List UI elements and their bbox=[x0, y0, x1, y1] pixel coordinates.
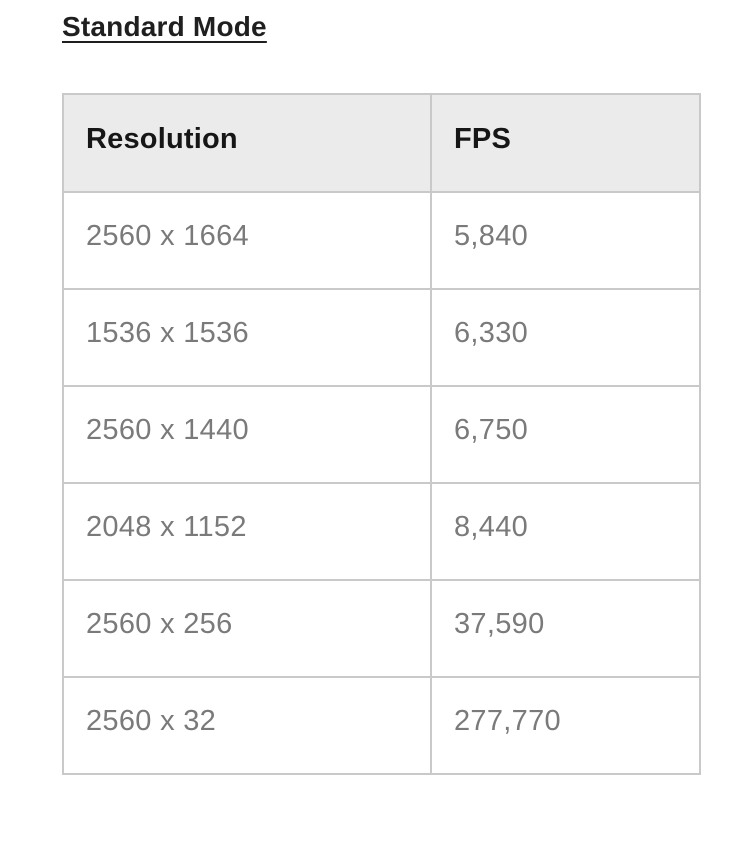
table-row: 2560 x 256 37,590 bbox=[62, 579, 701, 678]
table-row: 2560 x 32 277,770 bbox=[62, 676, 701, 775]
page: Standard Mode Resolution FPS 2560 x 1664… bbox=[62, 11, 701, 775]
fps-cell: 6,750 bbox=[430, 385, 701, 484]
fps-cell: 8,440 bbox=[430, 482, 701, 581]
table-body: 2560 x 1664 5,840 1536 x 1536 6,330 2560… bbox=[62, 191, 701, 775]
benchmark-table: Resolution FPS 2560 x 1664 5,840 1536 x … bbox=[62, 93, 701, 775]
resolution-cell: 1536 x 1536 bbox=[62, 288, 432, 387]
fps-cell: 6,330 bbox=[430, 288, 701, 387]
table-row: 2560 x 1440 6,750 bbox=[62, 385, 701, 484]
table-header: Resolution FPS bbox=[62, 93, 701, 193]
header-row: Resolution FPS bbox=[62, 93, 701, 193]
table-row: 2560 x 1664 5,840 bbox=[62, 191, 701, 290]
resolution-cell: 2048 x 1152 bbox=[62, 482, 432, 581]
resolution-cell: 2560 x 1664 bbox=[62, 191, 432, 290]
table-row: 1536 x 1536 6,330 bbox=[62, 288, 701, 387]
resolution-cell: 2560 x 256 bbox=[62, 579, 432, 678]
resolution-cell: 2560 x 32 bbox=[62, 676, 432, 775]
fps-cell: 277,770 bbox=[430, 676, 701, 775]
fps-cell: 37,590 bbox=[430, 579, 701, 678]
column-header-resolution: Resolution bbox=[62, 93, 432, 193]
column-header-fps: FPS bbox=[430, 93, 701, 193]
resolution-cell: 2560 x 1440 bbox=[62, 385, 432, 484]
section-title: Standard Mode bbox=[62, 11, 267, 42]
table-row: 2048 x 1152 8,440 bbox=[62, 482, 701, 581]
fps-cell: 5,840 bbox=[430, 191, 701, 290]
